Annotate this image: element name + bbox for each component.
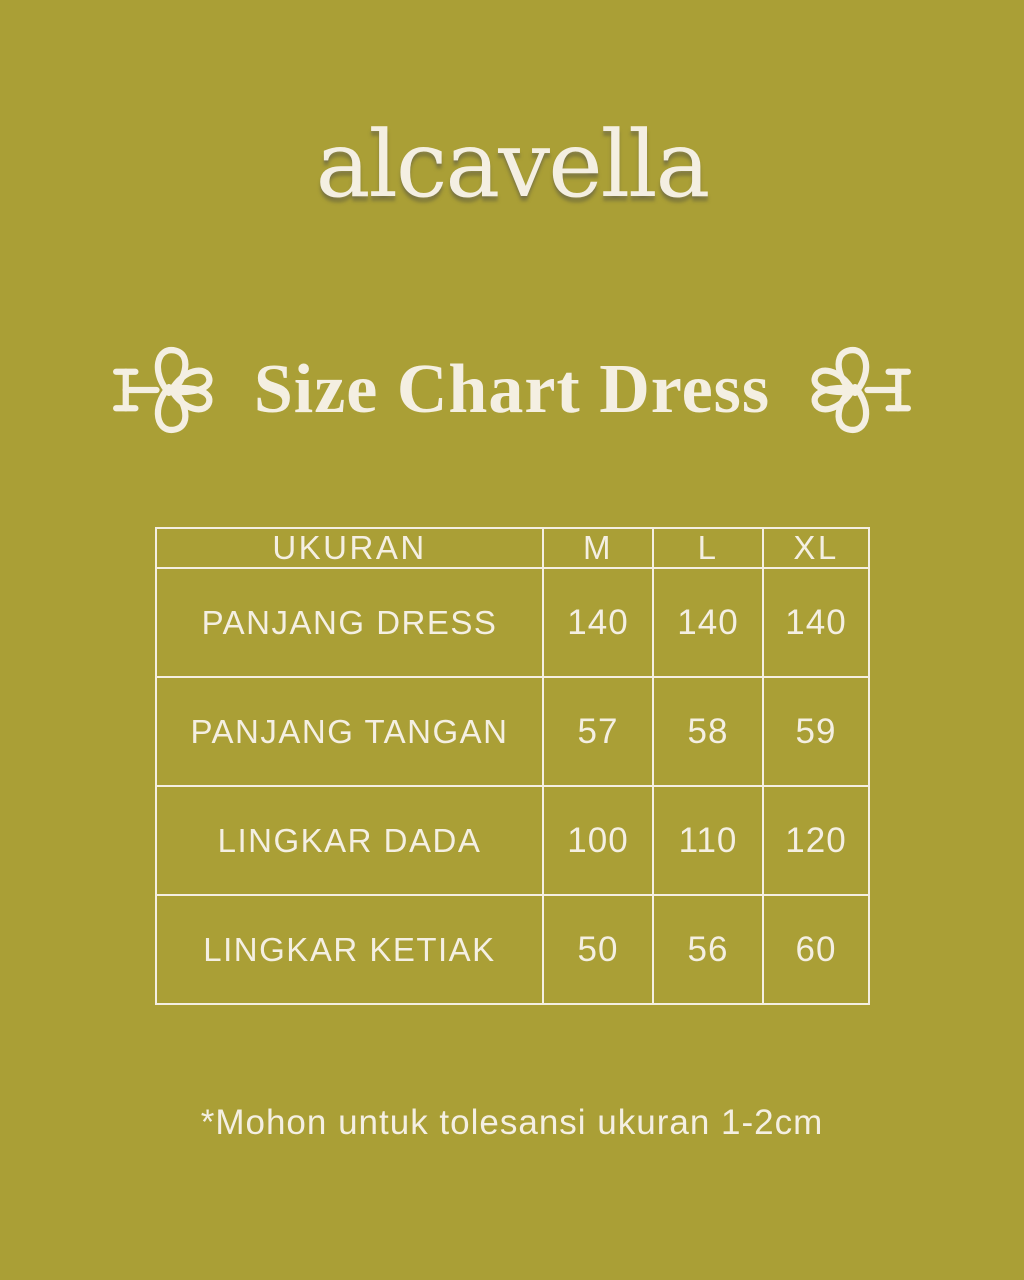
table-row-lingkar-dada: LINGKAR DADA 100 110 120 (155, 785, 870, 896)
measurement-value: 57 (542, 676, 654, 787)
tolerance-footnote: *Mohon untuk tolesansi ukuran 1-2cm (200, 1103, 824, 1142)
header-size-xl: XL (762, 527, 870, 569)
measurement-value: 110 (652, 785, 764, 896)
page-title: Size Chart Dress (253, 351, 771, 428)
measurement-value: 100 (542, 785, 654, 896)
measurement-value: 60 (762, 894, 870, 1005)
measurement-value: 59 (762, 676, 870, 787)
header-size-l: L (652, 527, 764, 569)
size-table: UKURAN M L XL PANJANG DRESS 140 140 140 … (155, 527, 870, 1005)
measurement-value: 56 (652, 894, 764, 1005)
title-row: Size Chart Dress (0, 336, 1024, 444)
table-row-lingkar-ketiak: LINGKAR KETIAK 50 56 60 (155, 894, 870, 1005)
size-table-header-row: UKURAN M L XL (155, 527, 870, 569)
measurement-value: 140 (652, 567, 764, 678)
measurement-label: LINGKAR KETIAK (155, 894, 544, 1005)
flourish-ornament-left-icon (112, 347, 213, 433)
measurement-value: 140 (762, 567, 870, 678)
brand-logo-text: alcavella (315, 111, 711, 218)
measurement-value: 140 (542, 567, 654, 678)
table-row-panjang-dress: PANJANG DRESS 140 140 140 (155, 567, 870, 678)
measurement-label: PANJANG DRESS (155, 567, 544, 678)
measurement-value: 120 (762, 785, 870, 896)
header-size-m: M (542, 527, 654, 569)
header-ukuran: UKURAN (155, 527, 544, 569)
measurement-label: PANJANG TANGAN (155, 676, 544, 787)
brand-logo: alcavella (0, 112, 1024, 218)
table-row-panjang-tangan: PANJANG TANGAN 57 58 59 (155, 676, 870, 787)
measurement-value: 50 (542, 894, 654, 1005)
flourish-ornament-right-icon (811, 347, 912, 433)
measurement-value: 58 (652, 676, 764, 787)
measurement-label: LINGKAR DADA (155, 785, 544, 896)
